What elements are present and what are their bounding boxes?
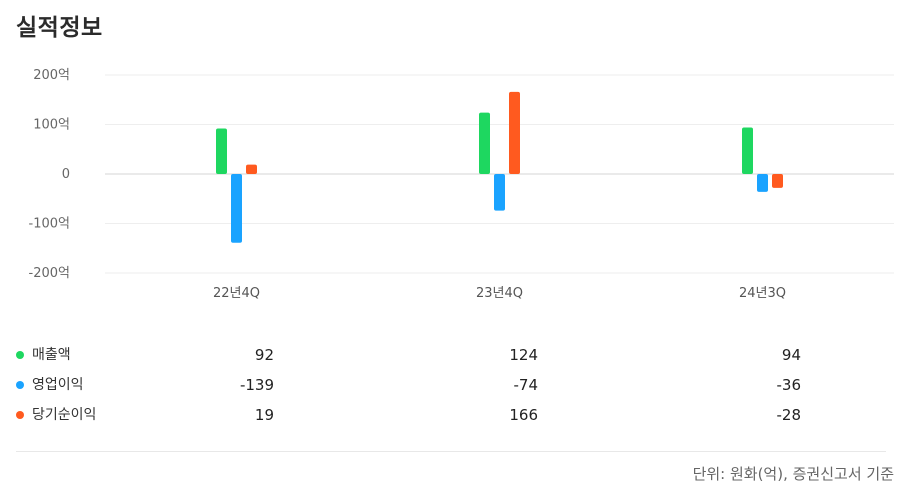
table-row-operating-profit: 영업이익 -139 -74 -36 [16, 374, 896, 396]
sales-label: 매출액 [32, 347, 71, 363]
y-tick-label: 0 [62, 167, 70, 182]
unit-note: 단위: 원화(억), 증권신고서 기준 [692, 465, 894, 483]
operating-profit-value-24q3: -36 [776, 376, 802, 394]
bar-net-income-24q3 [772, 174, 783, 188]
sales-value-24q3: 94 [781, 346, 801, 364]
sales-value-22q4: 92 [254, 346, 274, 364]
bar-operating-profit-22q4 [231, 174, 242, 243]
y-tick-label: 200억 [33, 68, 70, 83]
operating-profit-value-22q4: -139 [239, 376, 274, 394]
bar-operating-profit-24q3 [757, 174, 768, 192]
net-income-value-24q3: -28 [776, 406, 802, 424]
bar-sales-23q4 [479, 112, 490, 174]
operating-profit-legend-dot [16, 381, 24, 389]
net-income-value-22q4: 19 [254, 406, 274, 424]
operating-profit-value-23q4: -74 [513, 376, 539, 394]
divider [16, 451, 886, 452]
bar-sales-24q3 [742, 127, 753, 174]
x-category-label: 22년4Q [213, 286, 260, 301]
x-category-label: 24년3Q [739, 286, 786, 301]
sales-legend-dot [16, 351, 24, 359]
y-tick-label: 100억 [33, 118, 70, 133]
table-row-net-income: 당기순이익 19 166 -28 [16, 404, 896, 426]
y-tick-label: -100억 [29, 217, 70, 232]
x-category-label: 23년4Q [476, 286, 523, 301]
table-row-sales: 매출액 92 124 94 [16, 344, 896, 366]
net-income-legend-dot [16, 411, 24, 419]
performance-bar-chart: 200억 100억 0 -100억 -200억 22년4Q 23년4Q 24년3Q [29, 68, 894, 301]
bar-net-income-22q4 [246, 164, 257, 174]
operating-profit-label: 영업이익 [32, 377, 84, 393]
y-tick-label: -200억 [29, 266, 70, 281]
bar-sales-22q4 [216, 128, 227, 174]
sales-value-23q4: 124 [509, 346, 538, 364]
bar-net-income-23q4 [509, 91, 520, 174]
net-income-label: 당기순이익 [32, 407, 97, 423]
page-title: 실적정보 [16, 15, 103, 41]
bar-operating-profit-23q4 [494, 174, 505, 211]
net-income-value-23q4: 166 [509, 406, 538, 424]
